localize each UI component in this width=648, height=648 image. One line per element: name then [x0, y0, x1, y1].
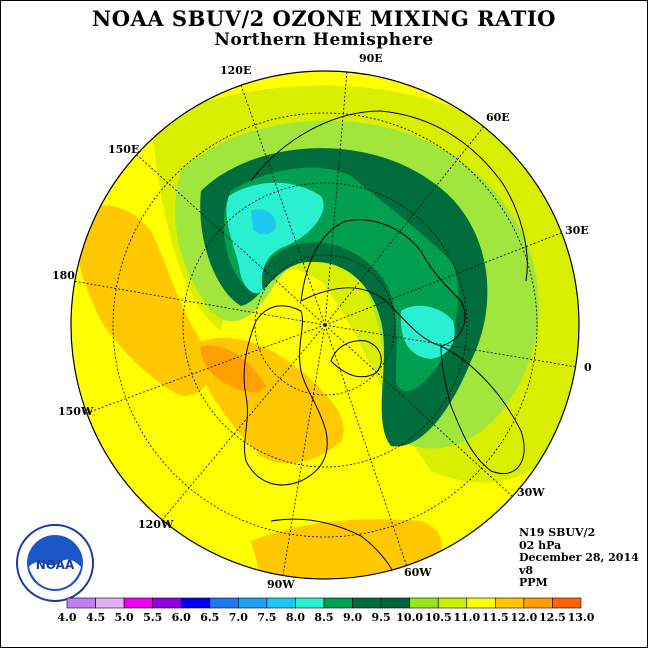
color-scale-tick-label: 9.5: [372, 611, 391, 624]
lon-label-90e: 90E: [359, 52, 383, 65]
field-8-0-asia: [226, 182, 324, 294]
color-scale-segment: [552, 597, 582, 609]
lon-label-30w: 30W: [517, 486, 545, 499]
meridian-0: [324, 324, 578, 368]
color-scale-tick-label: 12.0: [510, 611, 537, 624]
color-scale-segment: [95, 597, 125, 609]
color-scale-segment: [495, 597, 525, 609]
lon-label-150e: 150E: [108, 143, 139, 156]
lon-label-30e: 30E: [565, 224, 589, 237]
info-version: v8: [519, 563, 534, 577]
color-scale-tick-label: 13.0: [568, 611, 595, 624]
lon-label-120w: 120W: [138, 518, 174, 531]
color-scale-segment: [409, 597, 439, 609]
field-11-5: [200, 345, 266, 393]
coast-eurasia-north: [300, 219, 466, 347]
color-scale-tick-label: 9.0: [343, 611, 362, 624]
logo-bird-shape: [29, 559, 81, 589]
color-scale-segment: [180, 597, 211, 609]
coast-greenland: [330, 340, 382, 378]
noaa-logo: NOAA: [16, 524, 94, 602]
latitude-circle-50: [182, 182, 468, 468]
color-scale-segment: [66, 597, 96, 609]
color-scale-tick-label: 5.0: [115, 611, 134, 624]
figure-title: NOAA SBUV/2 OZONE MIXING RATIO: [92, 6, 556, 31]
latitude-circle-70: [254, 254, 396, 396]
product-info: N19 SBUV/2 02 hPa December 28, 2014 v8 P…: [519, 526, 639, 590]
color-scale-tick-label: 7.5: [257, 611, 276, 624]
color-scale-tick-label: 6.0: [172, 611, 191, 624]
longitude-labels: 90E 60E 30E 0 30W 60W 90W 120W 150W 180 …: [52, 52, 592, 591]
lon-label-60e: 60E: [486, 111, 510, 124]
latitude-circle-30: [112, 112, 538, 538]
info-satellite: N19 SBUV/2: [519, 526, 596, 539]
lon-label-120e: 120E: [220, 64, 251, 77]
color-scale-tick-label: 8.5: [314, 611, 333, 624]
coast-asia: [250, 110, 528, 282]
color-scale-segment: [466, 597, 496, 609]
info-units: PPM: [519, 576, 548, 589]
color-scale-segment: [380, 597, 410, 609]
color-scale-segment: [352, 597, 382, 609]
lon-label-0: 0: [584, 361, 592, 374]
color-scale-segment: [123, 597, 153, 609]
globe-boundary: [70, 70, 580, 580]
graticule: [72, 70, 578, 576]
color-scale-segment: [523, 597, 553, 609]
color-scale-tick-label: 10.5: [425, 611, 452, 624]
meridian-60e: [324, 124, 486, 326]
color-scale-segment: [152, 597, 182, 609]
color-scale-segment: [238, 597, 268, 609]
color-scale: 4.0 4.5 5.0 5.5 6.0 6.5 7.0 7.5 8.0 8.5 9.0 9.5 10.0…: [57, 597, 595, 624]
lon-label-180: 180: [52, 269, 75, 282]
meridian-30w: [324, 324, 514, 498]
info-level: 02 hPa: [519, 538, 562, 552]
color-scale-tick-label: 12.5: [539, 611, 566, 624]
meridian-90e: [324, 70, 348, 326]
meridian-60w: [324, 324, 408, 568]
color-scale-tick-label: 10.0: [396, 611, 423, 624]
color-scale-segment: [295, 597, 325, 609]
lon-label-90w: 90W: [267, 578, 295, 591]
color-scale-tick-label: 4.5: [86, 611, 105, 624]
color-scale-tick-label: 8.0: [286, 611, 305, 624]
color-scale-segment: [209, 597, 239, 609]
coast-europe-africa: [440, 345, 525, 475]
color-scale-tick-label: 7.0: [229, 611, 248, 624]
meridian-180: [72, 280, 326, 326]
color-scale-segment: [437, 597, 468, 609]
field-11-0-pacific: [75, 205, 210, 396]
logo-text: NOAA: [36, 558, 75, 572]
lon-label-60w: 60W: [404, 566, 432, 579]
color-scale-segment: [323, 597, 353, 609]
color-scale-tick-label: 5.5: [143, 611, 162, 624]
color-scale-tick-label: 4.0: [57, 611, 76, 624]
lon-label-150w: 150W: [58, 405, 94, 418]
color-scale-tick-label: 6.5: [200, 611, 219, 624]
color-scale-segment: [266, 597, 296, 609]
color-scale-ticks: 4.0 4.5 5.0 5.5 6.0 6.5 7.0 7.5 8.0 8.5 9.0 9.5 10.0…: [57, 611, 594, 624]
figure-subtitle: Northern Hemisphere: [214, 30, 434, 50]
field-7-5: [251, 209, 276, 235]
info-date: December 28, 2014: [519, 551, 639, 564]
color-scale-bars: [66, 597, 582, 609]
coast-north-america: [243, 305, 328, 486]
color-scale-tick-label: 11.0: [453, 611, 480, 624]
color-scale-tick-label: 11.5: [482, 611, 509, 624]
